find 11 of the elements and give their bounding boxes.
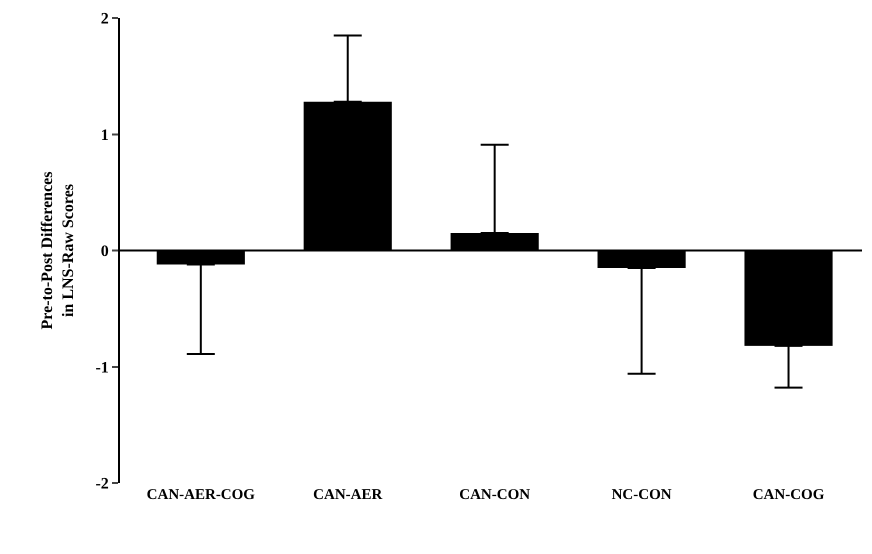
y-axis-title: Pre-to-Post Differences in LNS-Raw Scores (39, 172, 77, 330)
y-tick-label: 0 (100, 243, 109, 260)
x-tick-label: CAN-AER-COG (146, 487, 256, 503)
y-tick-label: 1 (100, 126, 109, 144)
y-tick-label: -1 (95, 359, 109, 376)
x-tick-label: NC-CON (612, 487, 672, 503)
x-tick-label: CAN-AER (313, 487, 382, 503)
y-tick-label: -2 (95, 476, 109, 493)
x-tick-label: CAN-COG (752, 487, 825, 503)
x-tick-label: CAN-CON (459, 487, 530, 503)
y-tick-label: 2 (100, 10, 109, 28)
